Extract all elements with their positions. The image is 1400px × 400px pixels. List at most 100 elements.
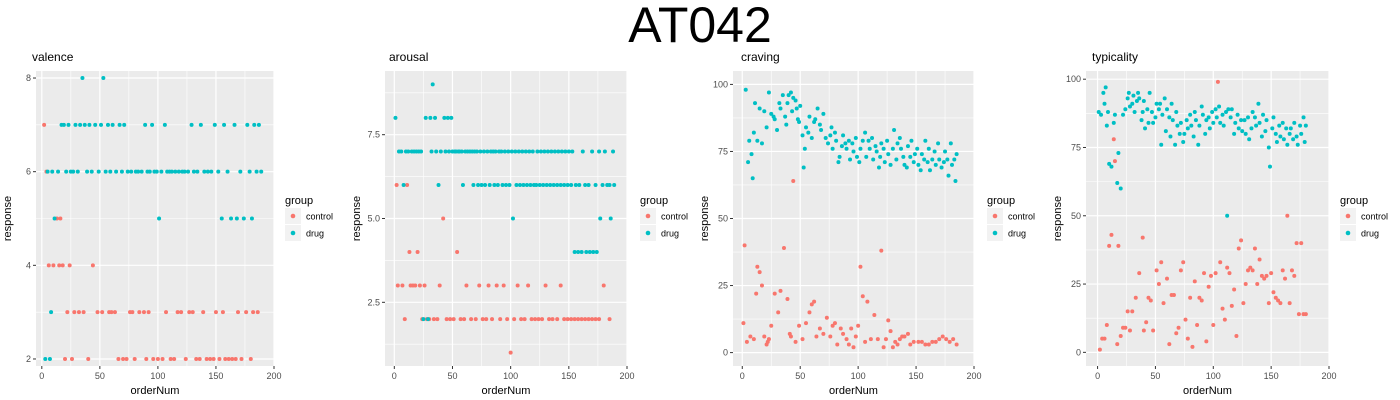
data-point (933, 162, 938, 167)
x-tick-label: 0 (740, 371, 745, 381)
data-point (881, 345, 886, 350)
data-point (793, 339, 798, 344)
y-tick-label: 100 (713, 79, 728, 89)
data-point (806, 130, 811, 135)
facet-arousal: 0 50 100 150 200 2.5 5.0 7.5 arousal orderNum resp… (351, 50, 688, 397)
data-point (501, 283, 506, 288)
data-point (244, 310, 249, 315)
data-point (523, 149, 528, 154)
data-point (883, 337, 888, 342)
data-point (893, 339, 898, 344)
data-point (952, 157, 957, 162)
data-point (69, 356, 74, 361)
data-point (572, 317, 577, 322)
data-point (909, 138, 914, 143)
data-point (1118, 186, 1123, 191)
data-point (421, 317, 426, 322)
data-point (843, 141, 848, 146)
data-point (762, 109, 767, 114)
data-point (56, 169, 61, 174)
data-point (211, 356, 216, 361)
data-point (1241, 301, 1246, 306)
data-point (1127, 328, 1132, 333)
x-axis-label: orderNum (482, 385, 531, 397)
data-point (1151, 328, 1156, 333)
data-point (1206, 115, 1211, 120)
data-point (849, 326, 854, 331)
data-point (1197, 295, 1202, 300)
data-point (1123, 107, 1128, 112)
data-point (788, 334, 793, 339)
y-axis-label: response (1052, 196, 1064, 241)
data-point (1288, 126, 1293, 131)
data-point (865, 299, 870, 304)
data-point (759, 141, 764, 146)
y-tick-label: 75 (718, 146, 728, 156)
data-point (584, 250, 589, 255)
data-point (254, 169, 259, 174)
data-point (1211, 120, 1216, 125)
data-point (886, 318, 891, 323)
x-tick-label: 200 (1321, 371, 1336, 381)
data-point (832, 130, 837, 135)
data-point (846, 342, 851, 347)
data-point (602, 149, 607, 154)
data-point (481, 149, 486, 154)
data-point (132, 356, 137, 361)
data-point (1273, 131, 1278, 136)
data-point (236, 310, 241, 315)
data-point (1281, 137, 1286, 142)
data-point (407, 250, 412, 255)
data-point (1099, 112, 1104, 117)
data-point (162, 122, 167, 127)
data-point (888, 162, 893, 167)
data-point (195, 169, 200, 174)
data-point (746, 160, 751, 165)
data-point (428, 115, 433, 120)
data-point (762, 334, 767, 339)
data-point (764, 125, 769, 130)
data-point (607, 317, 612, 322)
data-point (867, 146, 872, 151)
data-point (549, 149, 554, 154)
data-point (57, 263, 62, 268)
data-point (908, 342, 913, 347)
data-point (201, 310, 206, 315)
data-point (815, 106, 820, 111)
data-point (478, 149, 483, 154)
data-point (508, 350, 513, 355)
data-point (797, 323, 802, 328)
y-tick-label: 50 (1071, 211, 1081, 221)
data-point (853, 136, 858, 141)
legend-swatch-drug (1345, 230, 1351, 236)
data-point (850, 141, 855, 146)
data-point (530, 149, 535, 154)
data-point (1147, 90, 1152, 95)
data-point (1246, 115, 1250, 120)
data-point (529, 317, 534, 322)
data-point (1183, 317, 1188, 322)
data-point (49, 310, 54, 315)
data-point (45, 169, 50, 174)
data-point (1165, 107, 1169, 112)
data-point (164, 310, 169, 315)
data-point (183, 356, 188, 361)
data-point (60, 263, 65, 268)
data-point (436, 182, 441, 187)
data-point (1236, 126, 1241, 131)
data-point (926, 342, 931, 347)
data-point (1225, 213, 1230, 218)
data-point (586, 317, 591, 322)
data-point (1292, 120, 1297, 125)
series-drug (43, 76, 264, 361)
data-point (540, 317, 545, 322)
data-point (1285, 213, 1290, 218)
data-point (755, 138, 760, 143)
data-point (857, 160, 862, 165)
data-point (1156, 107, 1161, 112)
data-point (189, 122, 194, 127)
data-point (941, 160, 946, 165)
legend-swatch-drug (290, 230, 296, 236)
